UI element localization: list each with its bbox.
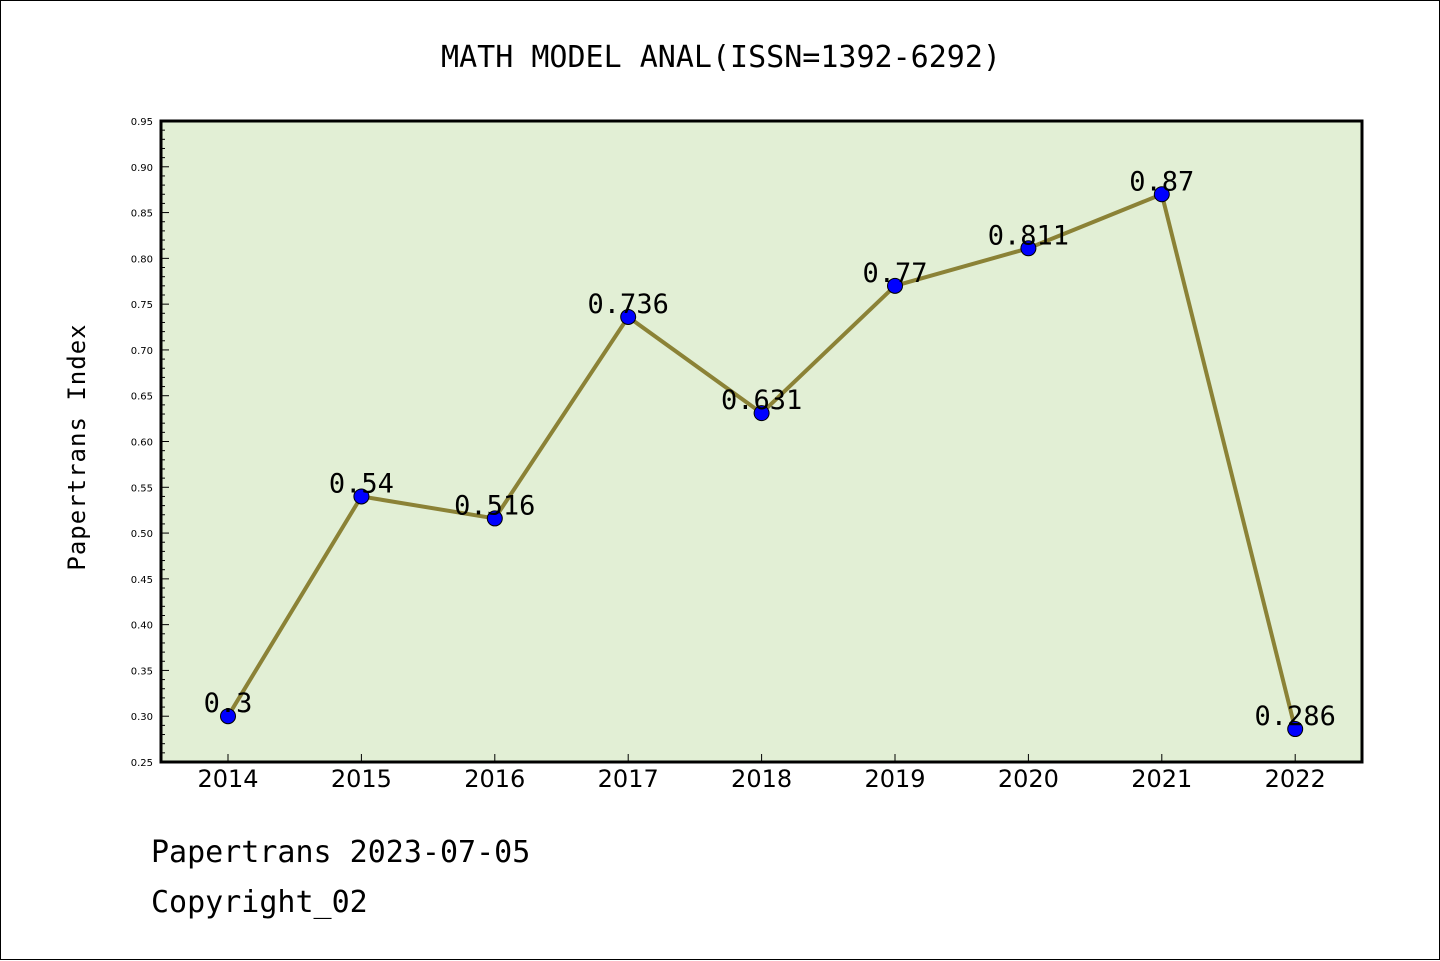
data-label: 0.631 xyxy=(721,385,802,416)
data-label: 0.54 xyxy=(329,468,394,499)
plot-area xyxy=(159,119,1364,764)
y-tick-label: 0.90 xyxy=(131,163,153,174)
y-tick-label: 0.70 xyxy=(131,346,153,357)
y-tick-label: 0.30 xyxy=(131,712,153,723)
y-tick-label: 0.85 xyxy=(131,209,153,220)
data-label: 0.87 xyxy=(1129,166,1194,197)
x-tick-label: 2021 xyxy=(1131,765,1192,793)
y-tick-label: 0.65 xyxy=(131,392,153,403)
x-tick-label: 2017 xyxy=(598,765,659,793)
data-label: 0.736 xyxy=(588,289,669,320)
data-label: 0.516 xyxy=(454,490,535,521)
x-axis: 2014 2015 2016 2017 2018 2019 2020 2021 2022 xyxy=(197,754,1326,793)
y-tick-label: 0.80 xyxy=(131,254,153,265)
data-point xyxy=(753,405,770,422)
x-tick-label: 2018 xyxy=(731,765,792,793)
y-tick-label: 0.50 xyxy=(131,529,153,540)
data-point xyxy=(1020,240,1037,257)
data-label: 0.811 xyxy=(988,220,1069,251)
y-tick-label: 0.45 xyxy=(131,575,153,586)
x-tick-label: 2020 xyxy=(998,765,1059,793)
chart-title: MATH MODEL ANAL(ISSN=1392-6292) xyxy=(441,40,1001,75)
data-point xyxy=(887,277,903,294)
x-tick-label: 2022 xyxy=(1265,765,1326,793)
y-tick-label: 0.55 xyxy=(131,483,153,494)
x-tick-label: 2019 xyxy=(864,765,925,793)
data-point xyxy=(620,308,637,325)
data-label: 0.77 xyxy=(862,258,927,289)
y-tick-label: 0.60 xyxy=(131,438,153,449)
x-tick-label: 2016 xyxy=(464,765,525,793)
data-point xyxy=(353,488,370,505)
data-label: 0.3 xyxy=(204,688,253,719)
data-point xyxy=(486,510,503,527)
data-points xyxy=(220,186,1304,738)
footer-date: Papertrans 2023-07-05 xyxy=(151,835,531,870)
y-tick-label: 0.25 xyxy=(131,758,153,769)
y-tick-label: 0.75 xyxy=(131,300,153,311)
x-tick-label: 2014 xyxy=(197,765,258,793)
y-tick-label: 0.40 xyxy=(131,621,153,632)
data-point xyxy=(220,708,236,725)
y-tick-label: 0.35 xyxy=(131,666,153,677)
data-point xyxy=(1153,186,1170,203)
data-point xyxy=(1287,721,1304,738)
y-tick-label: 0.95 xyxy=(131,117,153,128)
data-label: 0.286 xyxy=(1255,701,1336,732)
data-labels: 0.3 0.54 0.516 0.736 0.631 0.77 0.811 0.87 0.286 xyxy=(204,166,1336,732)
x-tick-label: 2015 xyxy=(331,765,392,793)
footer-copyright: Copyright_02 xyxy=(151,885,368,920)
y-axis-label: Papertrans Index xyxy=(63,323,91,570)
y-axis: 0.25 0.30 0.35 0.40 0.45 0.50 0.55 0.60 0.65 0.70… xyxy=(131,117,169,769)
